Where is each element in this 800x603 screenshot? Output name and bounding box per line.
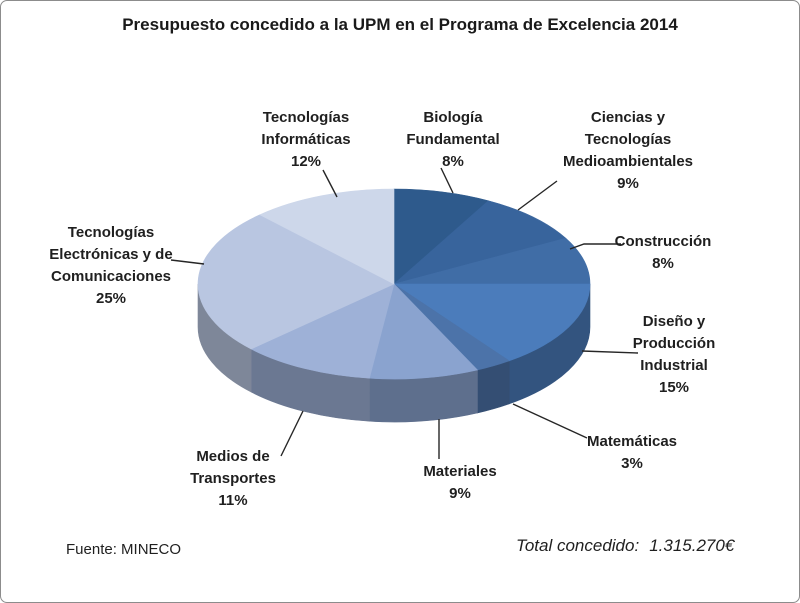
pie-slice-7: [197, 214, 395, 350]
leader-line-6: [280, 410, 304, 457]
slice-label-5: Materiales 9%: [423, 463, 497, 502]
leader-line-4: [512, 403, 588, 439]
slice-label-8: Tecnologías Informáticas 12%: [261, 109, 351, 170]
leader-line-1: [517, 180, 558, 211]
pie-slice-6: [250, 283, 395, 379]
pie-slice-0: [393, 188, 490, 285]
leader-line-0: [440, 167, 454, 194]
pie-slice-3: [393, 283, 591, 362]
total-value: 1.315.270€: [649, 536, 735, 555]
source-note: Fuente: MINECO: [66, 541, 182, 558]
slice-label-0: Biología Fundamental 8%: [406, 109, 500, 170]
slice-label-6: Medios de Transportes 11%: [190, 448, 276, 509]
slice-label-1: Ciencias y Tecnologías Medioambientales 9%: [562, 109, 694, 192]
slice-label-4: Matemáticas 3%: [586, 433, 678, 472]
total-note: Total concedido: 1.315.270€: [516, 536, 766, 556]
leader-line-3: [581, 350, 639, 354]
pie-slice-1: [393, 200, 567, 285]
leader-line-2: [569, 243, 621, 250]
slice-label-7: Tecnologías Electrónicas y de Comunicacion…: [49, 224, 173, 307]
slice-label-3: Diseño y Producción Industrial 15%: [632, 313, 716, 396]
total-label: Total concedido:: [516, 536, 640, 555]
chart-title: Presupuesto concedido a la UPM en el Pro…: [122, 15, 678, 34]
pie-slice-5: [369, 283, 479, 380]
leader-line-7: [170, 259, 205, 265]
pie-slice-2: [393, 237, 591, 285]
slice-label-2: Construcción 8%: [614, 233, 712, 272]
pie-slice-8: [259, 188, 395, 285]
leader-line-8: [322, 169, 338, 198]
